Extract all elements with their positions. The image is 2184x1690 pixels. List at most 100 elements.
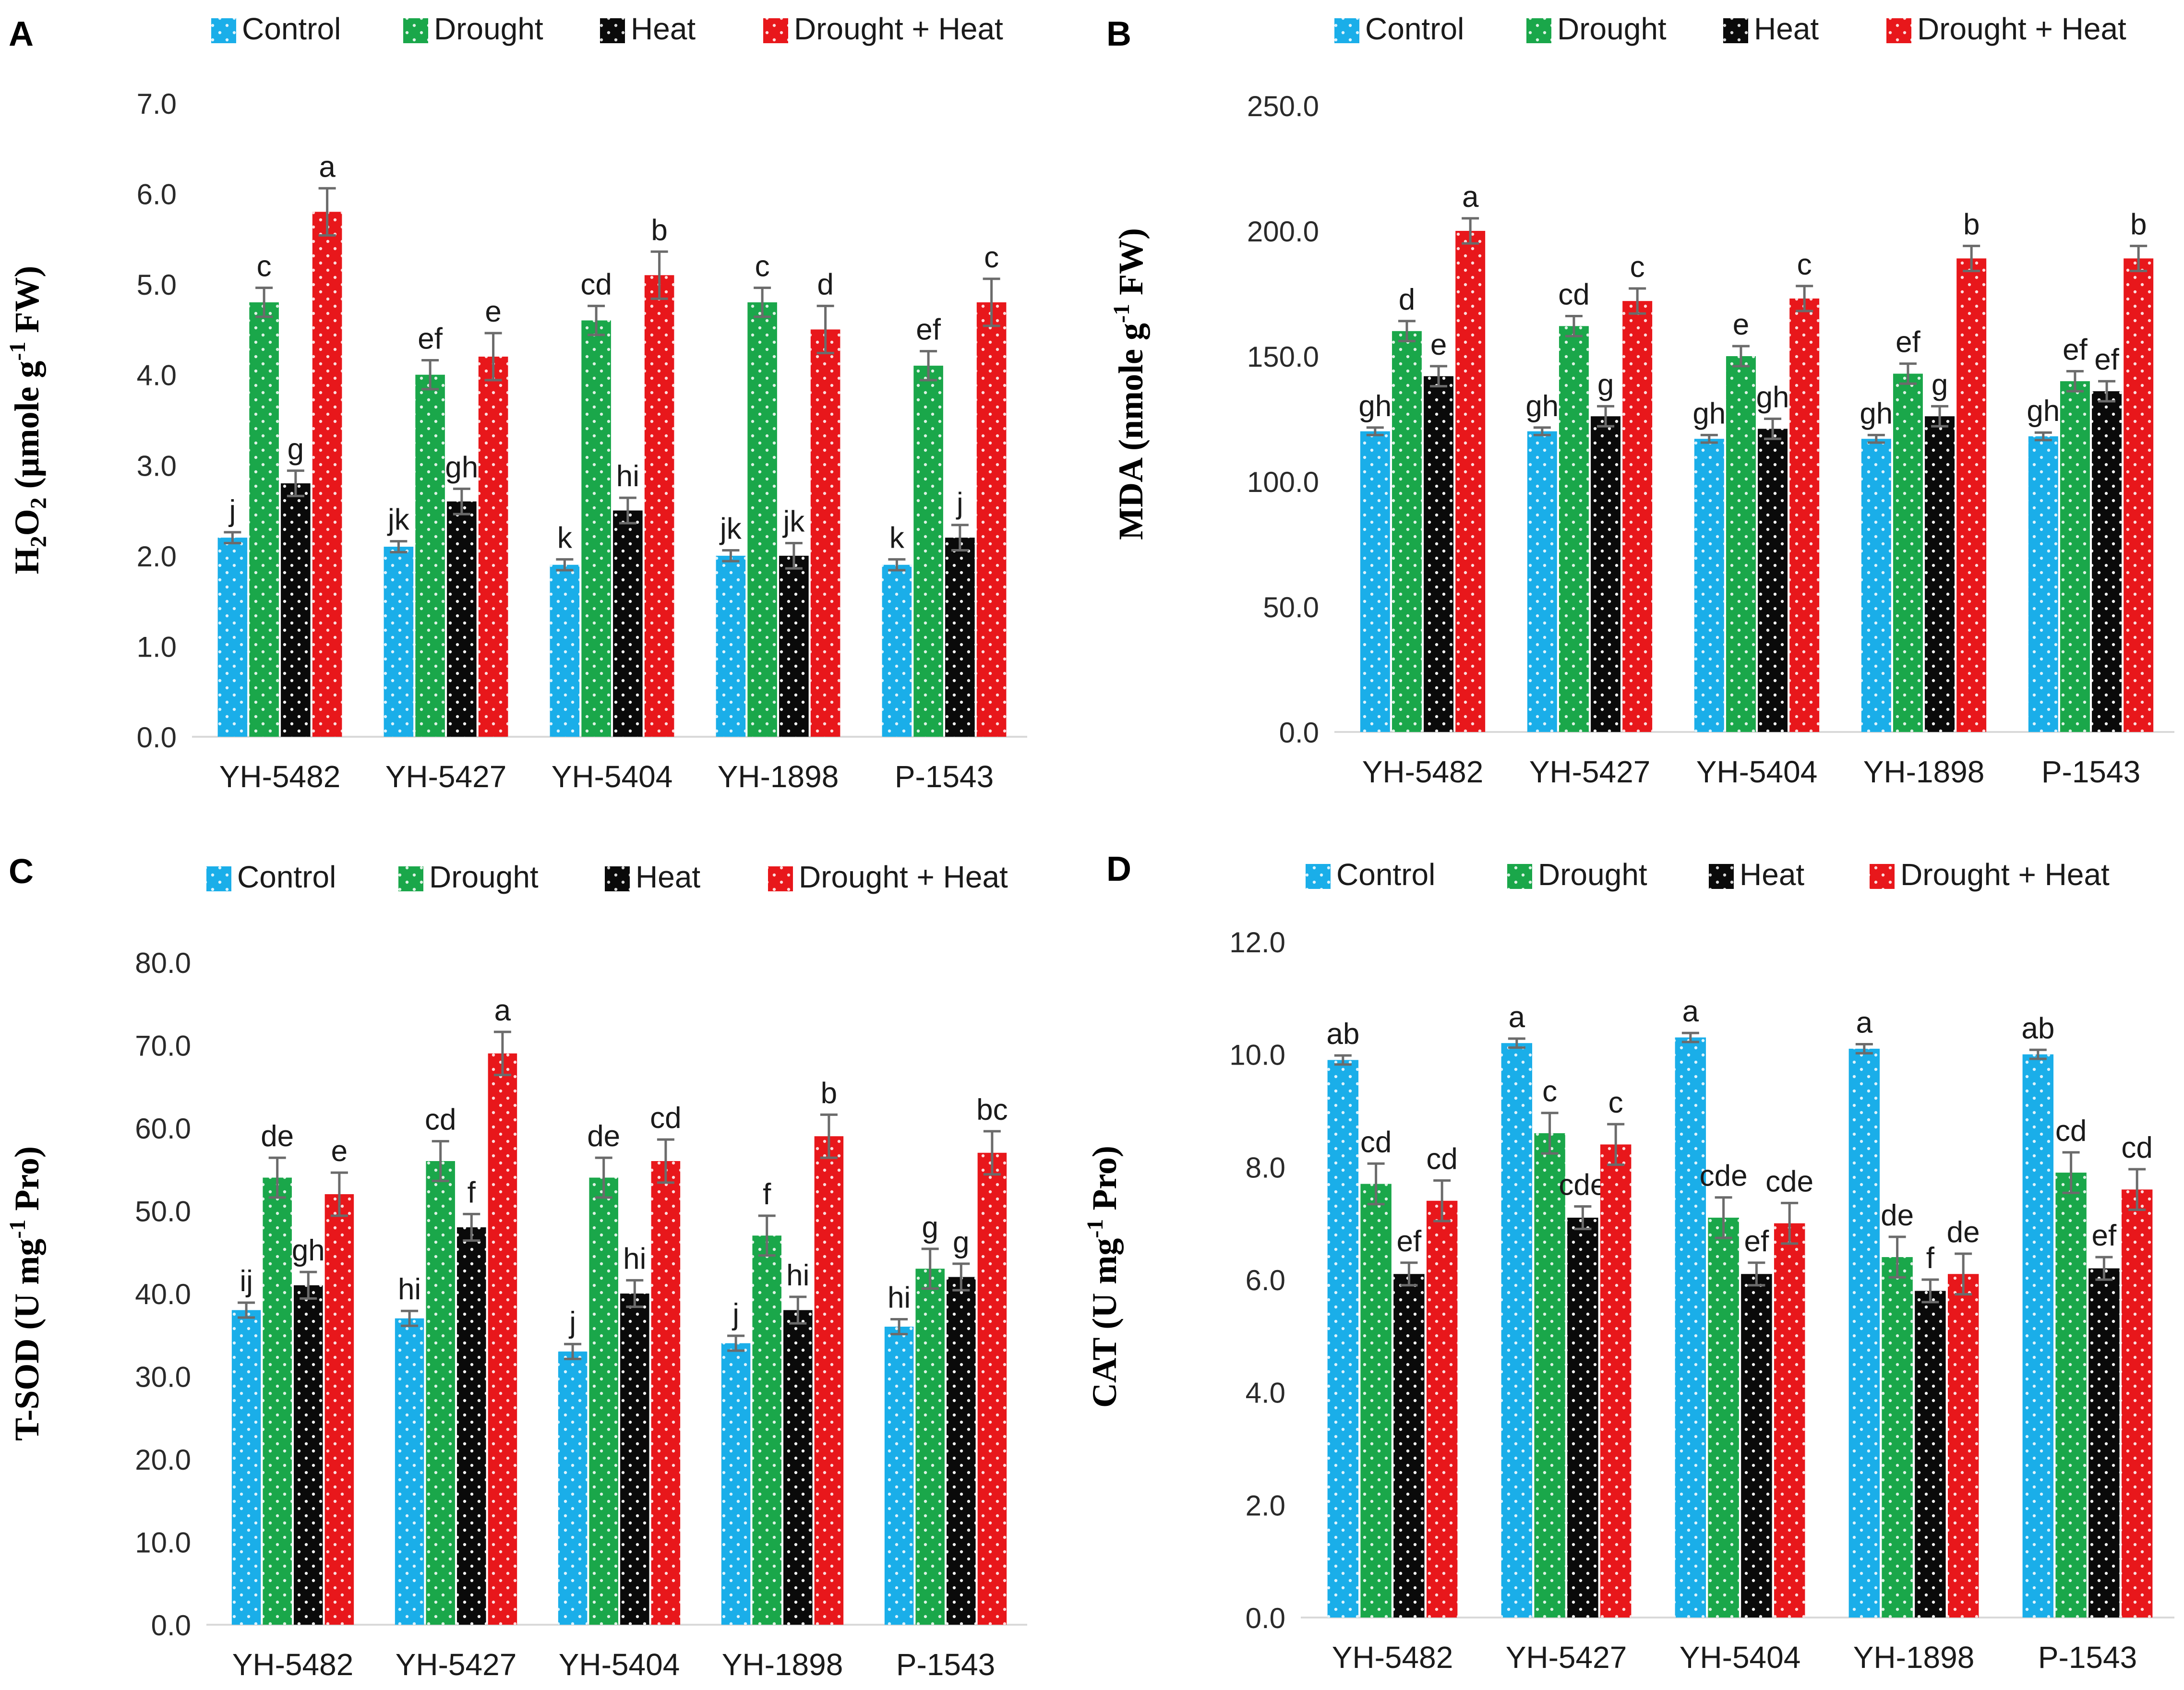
significance-letter: cd xyxy=(650,1102,681,1135)
significance-letter: ab xyxy=(1326,1018,1359,1051)
legend-label: Drought + Heat xyxy=(799,860,1008,894)
significance-letter: jk xyxy=(387,503,410,537)
y-tick-label: 3.0 xyxy=(137,450,177,482)
y-axis-label: T-SOD (U mg-1 Pro) xyxy=(5,1146,46,1441)
panel-letter: C xyxy=(9,852,34,891)
y-tick-label: 0.0 xyxy=(1279,717,1319,749)
panel-b: B Control Drought Heat Drought + Heat 0.0 50.0… xyxy=(1106,12,2174,789)
significance-letter: ef xyxy=(2063,333,2088,366)
significance-letter: ef xyxy=(1896,326,1920,359)
bar-pattern xyxy=(716,555,746,737)
legend-swatch-pattern xyxy=(1886,18,1911,43)
bar-pattern xyxy=(882,564,912,737)
bar-pattern xyxy=(1455,231,1486,732)
bar-pattern xyxy=(1392,331,1422,732)
bar-pattern xyxy=(1426,1200,1458,1618)
x-tick-label: YH-5482 xyxy=(1362,755,1484,789)
legend-swatch-pattern xyxy=(398,866,423,891)
legend-swatch-pattern xyxy=(768,866,793,891)
significance-letter: e xyxy=(1733,308,1749,341)
y-tick-label: 6.0 xyxy=(137,179,177,211)
y-tick-label: 50.0 xyxy=(135,1196,191,1228)
significance-letter: k xyxy=(889,521,905,554)
y-tick-label: 200.0 xyxy=(1247,216,1319,248)
legend-swatch-pattern xyxy=(763,18,788,43)
significance-letter: cd xyxy=(2121,1131,2152,1164)
bar-pattern xyxy=(1393,1274,1425,1618)
x-tick-label: YH-1898 xyxy=(1863,755,1985,789)
significance-letter: a xyxy=(1462,180,1479,214)
y-tick-label: 100.0 xyxy=(1247,466,1319,498)
legend-swatch-pattern xyxy=(403,18,428,43)
significance-letter: cd xyxy=(580,268,612,301)
significance-letter: ef xyxy=(2094,343,2119,376)
y-tick-label: 6.0 xyxy=(1246,1264,1285,1296)
bar-pattern xyxy=(913,365,943,737)
significance-letter: bc xyxy=(976,1093,1008,1127)
legend-label: Drought + Heat xyxy=(1900,857,2110,892)
x-tick-label: YH-5482 xyxy=(1332,1640,1453,1675)
legend-label: Control xyxy=(1336,857,1435,892)
bar-pattern xyxy=(281,483,311,737)
significance-letter: d xyxy=(817,268,833,301)
legend-swatch-pattern xyxy=(605,866,630,891)
legend-swatch-pattern xyxy=(211,18,236,43)
legend-label: Heat xyxy=(1754,12,1819,46)
bar-pattern xyxy=(620,1294,649,1625)
bar-pattern xyxy=(2028,436,2058,732)
bar-pattern xyxy=(721,1343,751,1625)
y-tick-label: 0.0 xyxy=(137,721,177,754)
significance-letter: e xyxy=(485,295,501,328)
bar-pattern xyxy=(1622,301,1653,732)
legend-swatch-pattern xyxy=(1709,864,1734,889)
bar-pattern xyxy=(1956,258,1987,732)
bar-pattern xyxy=(1789,298,1820,732)
legend-swatch-pattern xyxy=(1334,18,1359,43)
significance-letter: c xyxy=(984,241,999,274)
significance-letter: f xyxy=(763,1178,771,1211)
panel-c: C Control Drought Heat Drought + Heat 0.0 10.0… xyxy=(5,852,1027,1682)
legend-label: Drought + Heat xyxy=(1917,12,2126,46)
bar-pattern xyxy=(1915,1291,1946,1618)
y-axis-label: MDA (nmole g-1 FW) xyxy=(1109,228,1150,540)
significance-letter: f xyxy=(468,1176,476,1209)
significance-letter: gh xyxy=(2027,395,2060,428)
y-tick-label: 1.0 xyxy=(137,631,177,663)
bar-pattern xyxy=(947,1277,976,1625)
significance-letter: ef xyxy=(418,323,443,356)
bar-pattern xyxy=(2055,1173,2087,1618)
significance-letter: c xyxy=(1797,248,1812,281)
y-tick-label: 4.0 xyxy=(137,360,177,392)
significance-letter: g xyxy=(1932,368,1948,401)
significance-letter: j xyxy=(732,1298,739,1331)
bar-pattern xyxy=(752,1235,781,1625)
bar-pattern xyxy=(384,547,414,737)
bar-pattern xyxy=(1327,1060,1359,1618)
bar-pattern xyxy=(312,212,342,737)
y-tick-label: 250.0 xyxy=(1247,90,1319,122)
bar-pattern xyxy=(1694,439,1724,732)
bar-pattern xyxy=(217,538,248,737)
significance-letter: c xyxy=(257,250,272,283)
bar-pattern xyxy=(1758,429,1788,732)
panel-d: D Control Drought Heat Drought + Heat 0.0 2.0 4… xyxy=(1082,850,2174,1675)
x-tick-label: YH-1898 xyxy=(1853,1640,1975,1675)
significance-letter: c xyxy=(1608,1086,1623,1119)
legend-swatch-pattern xyxy=(206,866,231,891)
bar-pattern xyxy=(426,1161,455,1625)
significance-letter: ef xyxy=(916,313,941,347)
bar-pattern xyxy=(1424,376,1454,732)
y-tick-label: 2.0 xyxy=(1246,1489,1285,1522)
y-tick-label: 80.0 xyxy=(135,947,191,979)
bar-pattern xyxy=(1591,416,1621,732)
x-tick-label: YH-1898 xyxy=(722,1647,843,1682)
bar-pattern xyxy=(976,302,1007,737)
y-axis-label: H2O2 (μmole g-1 FW) xyxy=(5,266,51,575)
y-tick-label: 4.0 xyxy=(1246,1377,1285,1409)
legend-label: Drought + Heat xyxy=(794,12,1003,46)
y-tick-label: 150.0 xyxy=(1247,341,1319,373)
legend-swatch-pattern xyxy=(1507,864,1532,889)
significance-letter: b xyxy=(821,1077,837,1110)
bar-pattern xyxy=(1708,1217,1739,1618)
